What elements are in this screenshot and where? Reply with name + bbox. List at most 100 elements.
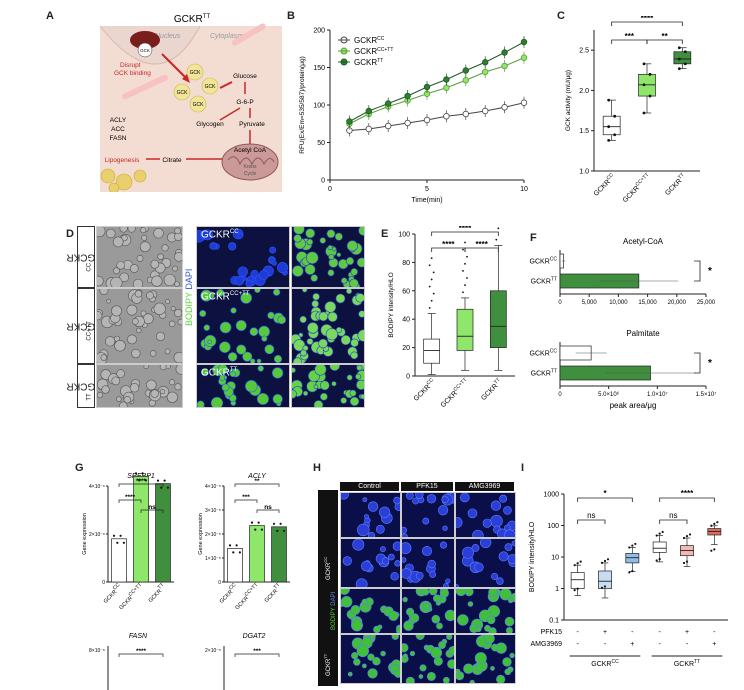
y-axis-label: GCK activity (mU/μg) <box>565 70 572 131</box>
cell <box>119 401 128 407</box>
data-dot <box>600 561 604 564</box>
x-tick-label: 10,000 <box>609 300 628 306</box>
cell <box>498 551 509 562</box>
x-tick-label: GCKRCC <box>411 377 437 403</box>
group-label: GCKRCC <box>591 659 619 668</box>
cell <box>159 388 166 395</box>
cell <box>405 493 414 500</box>
cell <box>129 383 140 393</box>
cell <box>271 367 284 379</box>
acc-label: ACC <box>111 126 125 133</box>
cell <box>327 245 333 251</box>
data-dot <box>683 50 687 54</box>
cell <box>496 674 506 683</box>
cell <box>340 334 351 346</box>
data-dot <box>606 558 610 561</box>
data-dot <box>658 532 661 535</box>
legend-entry: GCKRCC+TT <box>354 47 393 56</box>
cell <box>504 616 515 627</box>
glucose-label: Glucose <box>233 73 257 80</box>
cell <box>415 493 424 499</box>
y-tick-label: 2.0 <box>579 88 589 95</box>
cell <box>419 664 427 672</box>
cell <box>444 609 454 622</box>
cell <box>405 676 415 683</box>
cell <box>292 367 296 373</box>
cell <box>97 310 103 321</box>
citrate-label: Citrate <box>162 157 182 164</box>
significance-label: **** <box>641 16 654 23</box>
micrograph-cells <box>97 365 182 407</box>
y-tick-label: 60 <box>402 288 410 295</box>
data-dot <box>138 479 141 482</box>
svg-text:Cycle: Cycle <box>244 171 257 177</box>
treatment-mark: - <box>631 629 634 636</box>
data-dot <box>631 544 634 547</box>
cell <box>394 560 400 567</box>
micrograph-cells <box>292 227 364 287</box>
y-tick-label: 0.1 <box>549 618 559 625</box>
y-tick-label: 0 <box>218 580 221 586</box>
stain-label: BODIPY DAPI <box>184 268 194 326</box>
svg-text:GCK: GCK <box>193 102 205 108</box>
panel-i-box-plot: 0.1 1 10 100 1000 BODIPY intensity/HLO ns * ns **… <box>529 489 728 668</box>
cell <box>123 396 132 404</box>
significance-bracket <box>694 260 701 282</box>
panel-a-title: GCKRTT <box>174 14 211 25</box>
cell <box>484 624 491 632</box>
data-dot <box>710 524 713 527</box>
cell <box>277 262 289 274</box>
brightfield-image-cc <box>96 226 183 288</box>
cell <box>203 324 211 331</box>
cell <box>116 369 125 378</box>
cell <box>310 274 318 282</box>
panel-h-image <box>340 538 401 588</box>
data-dot <box>576 587 579 590</box>
cell <box>402 643 409 653</box>
cell <box>235 320 247 331</box>
micrograph-cells <box>292 365 364 407</box>
brightfield-image-tt <box>96 364 183 408</box>
cell <box>119 227 128 233</box>
series-line <box>349 57 525 125</box>
cell <box>431 614 441 624</box>
cell <box>153 227 164 239</box>
y-tick-label: 1.5 <box>579 128 589 135</box>
col-amg3969: AMG3969 <box>455 482 514 491</box>
disrupt-label: Disrupt <box>120 62 141 69</box>
cell <box>302 390 309 396</box>
cell <box>341 589 350 595</box>
cell <box>387 553 395 561</box>
outlier-dot <box>464 241 466 244</box>
x-axis-label: Time(min) <box>411 197 442 204</box>
data-point <box>384 122 392 130</box>
cell <box>136 255 144 262</box>
cell <box>174 383 182 391</box>
panel-h-image <box>455 588 516 634</box>
col-pfk15: PFK15 <box>401 482 453 491</box>
cell <box>364 514 370 520</box>
cell <box>340 397 348 404</box>
cell <box>346 240 358 252</box>
outlier-dot <box>464 284 466 287</box>
cell <box>153 302 166 315</box>
cell <box>361 598 369 606</box>
bar <box>249 525 265 583</box>
nucleus-label: Nucleus <box>155 33 181 40</box>
data-dot <box>677 46 681 50</box>
cell <box>256 358 262 363</box>
cell <box>97 275 104 287</box>
data-dot <box>122 541 125 544</box>
outlier-dot <box>462 291 464 294</box>
data-point <box>462 67 469 74</box>
cell <box>277 315 287 325</box>
cell <box>217 365 228 375</box>
data-dot <box>573 588 576 592</box>
cell <box>306 338 314 345</box>
cell <box>97 227 106 238</box>
panel-label-h: H <box>313 462 321 474</box>
data-dot <box>661 530 664 534</box>
y-axis-label: Gene expression <box>198 513 204 555</box>
cell <box>507 554 515 564</box>
cell <box>471 544 480 552</box>
